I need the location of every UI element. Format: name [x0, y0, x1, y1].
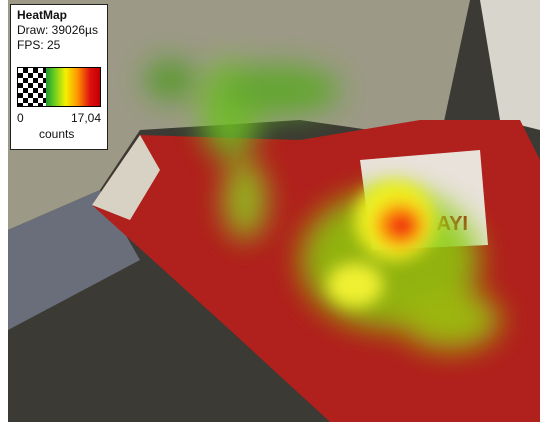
fps: FPS: 25 [17, 38, 61, 52]
scale-max: 17,04 [70, 111, 101, 125]
scale-min: 0 [17, 111, 24, 125]
heatmap-panel: HeatMap Draw: 39026µs FPS: 25 0 17,04 co… [10, 4, 108, 150]
bag-lining [92, 135, 160, 220]
wall [480, 0, 540, 130]
color-scale [17, 67, 101, 107]
crib [8, 190, 140, 330]
heatmap-low [145, 60, 500, 350]
scale-unit: counts [39, 127, 75, 141]
checker [18, 68, 46, 106]
panel-title: HeatMap [17, 8, 68, 22]
draw-time: Draw: 39026µs [17, 23, 98, 37]
heatmap-high [327, 180, 435, 307]
